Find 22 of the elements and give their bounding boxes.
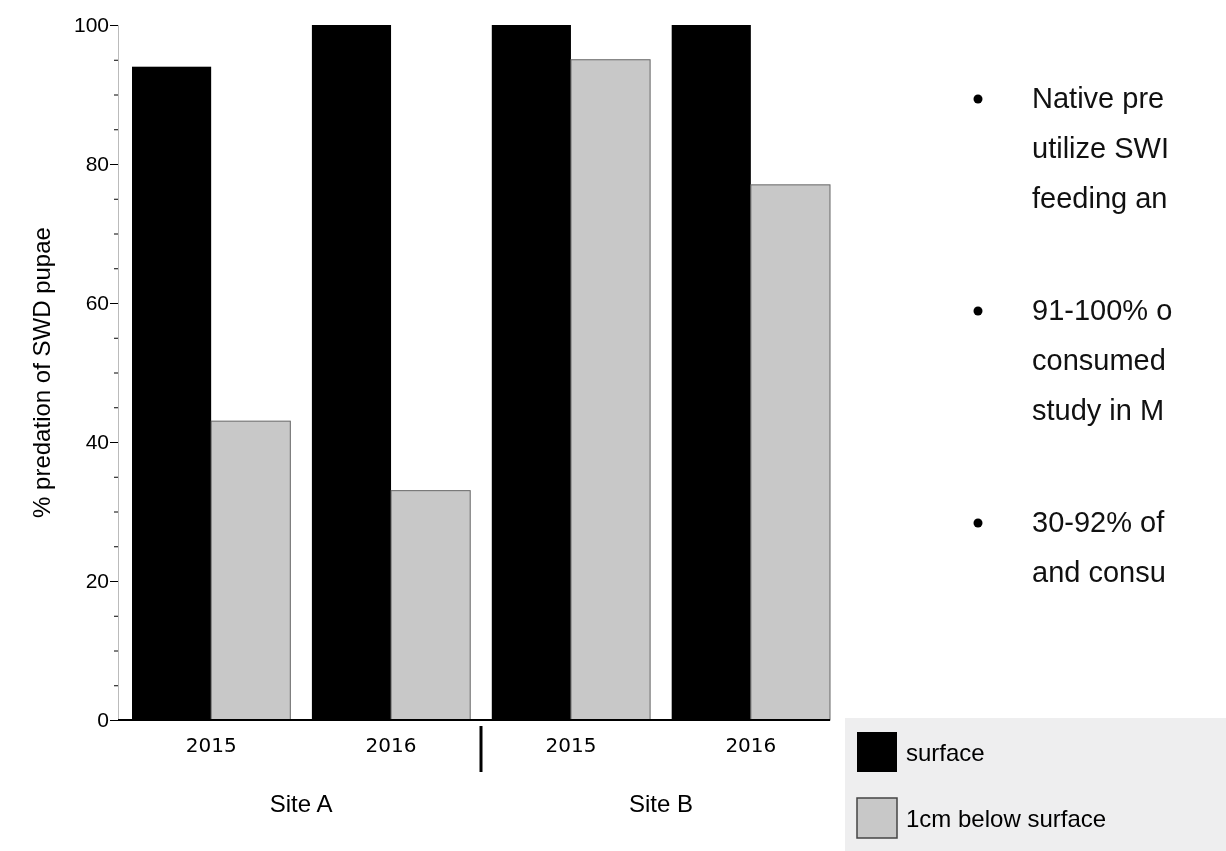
legend-label: surface — [906, 739, 985, 766]
bar — [750, 184, 831, 721]
text: Site A — [269, 790, 333, 817]
bar — [570, 59, 651, 721]
text: Native pre utilize SWI feeding an — [1032, 82, 1169, 214]
x-tick-label: 2016 — [365, 733, 417, 758]
text: Site B — [628, 790, 693, 817]
bar — [210, 420, 291, 721]
y-tick-label: 40 — [85, 430, 109, 454]
bar — [390, 490, 471, 721]
y-tick-label: 100 — [73, 13, 109, 37]
legend-label: 1cm below surface — [906, 805, 1107, 832]
text: 30-92% of and consu — [1032, 506, 1166, 588]
y-tick-label: 60 — [85, 291, 109, 315]
y-tick-label: 20 — [85, 569, 109, 593]
y-axis-title: % predation of SWD pupae — [28, 227, 55, 518]
x-tick-label: 2015 — [185, 733, 237, 758]
y-tick-label: 80 — [85, 152, 109, 176]
x-tick-label: 2016 — [725, 733, 777, 758]
y-tick-label: 0 — [97, 708, 109, 732]
text: 91-100% o consumed study in M — [1032, 294, 1173, 426]
x-tick-label: 2015 — [545, 733, 597, 758]
